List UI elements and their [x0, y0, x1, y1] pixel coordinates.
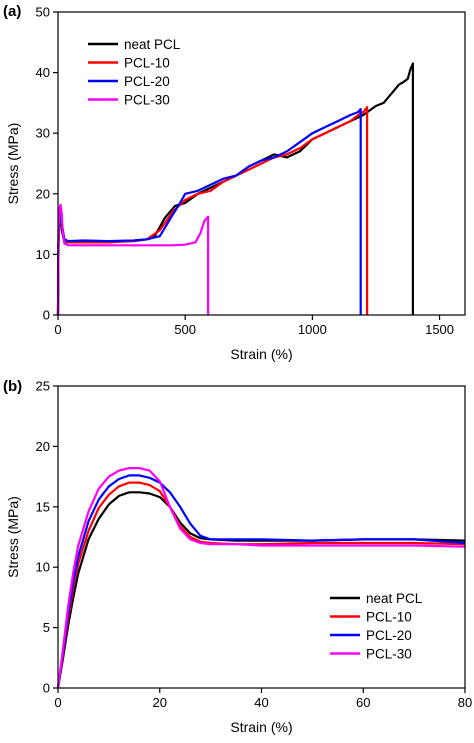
legend-label: PCL-20 — [366, 628, 412, 643]
legend-label: PCL-10 — [124, 56, 170, 71]
y-tick-label: 50 — [36, 5, 50, 20]
y-tick-label: 10 — [36, 247, 50, 262]
legend-label: PCL-30 — [124, 93, 170, 108]
x-axis-label: Strain (%) — [230, 719, 292, 735]
legend-label: PCL-10 — [366, 610, 412, 625]
series-line-pcl-30 — [56, 467, 466, 689]
y-tick-label: 15 — [36, 499, 50, 514]
legend-label: PCL-20 — [124, 74, 170, 89]
series-line-pcl-20 — [56, 474, 466, 689]
y-tick-label: 20 — [36, 186, 50, 201]
legend-label: neat PCL — [124, 37, 181, 52]
x-tick-label: 40 — [254, 695, 268, 710]
panel-label: (a) — [3, 3, 21, 20]
y-tick-label: 40 — [36, 65, 50, 80]
y-tick-label: 10 — [36, 560, 50, 575]
x-tick-label: 0 — [54, 695, 61, 710]
panel-b: 0 20 40 60 80 0 5 10 15 20 25 Strain (%) Stress (MPa… — [3, 378, 472, 735]
x-tick-label: 500 — [174, 322, 196, 337]
y-tick-label: 0 — [43, 308, 50, 323]
y-tick-label: 20 — [36, 439, 50, 454]
y-tick-label: 5 — [43, 620, 50, 635]
y-tick-label: 0 — [43, 681, 50, 696]
legend-label: neat PCL — [366, 591, 423, 606]
y-axis-label: Stress (MPa) — [5, 496, 21, 578]
x-tick-label: 1500 — [425, 322, 454, 337]
y-tick-label: 30 — [36, 126, 50, 141]
y-tick-label: 25 — [36, 379, 50, 394]
x-tick-label: 1000 — [298, 322, 327, 337]
x-tick-label: 60 — [356, 695, 370, 710]
x-tick-label: 20 — [153, 695, 167, 710]
legend-label: PCL-30 — [366, 647, 412, 662]
y-axis-label: Stress (MPa) — [5, 123, 21, 205]
series-line-pcl-30 — [56, 203, 210, 316]
panel-a: 0 500 1000 1500 0 10 20 30 40 50 Strain (%) Stress … — [3, 3, 466, 362]
plot-frame — [57, 11, 466, 316]
x-axis-label: Strain (%) — [230, 346, 292, 362]
series-line-pcl-10 — [56, 106, 369, 316]
x-tick-label: 0 — [54, 322, 61, 337]
series-line-pcl-10 — [56, 481, 466, 689]
x-tick-label: 80 — [458, 695, 472, 710]
series-line-pcl-20 — [56, 107, 362, 316]
panel-label: (b) — [3, 378, 22, 395]
